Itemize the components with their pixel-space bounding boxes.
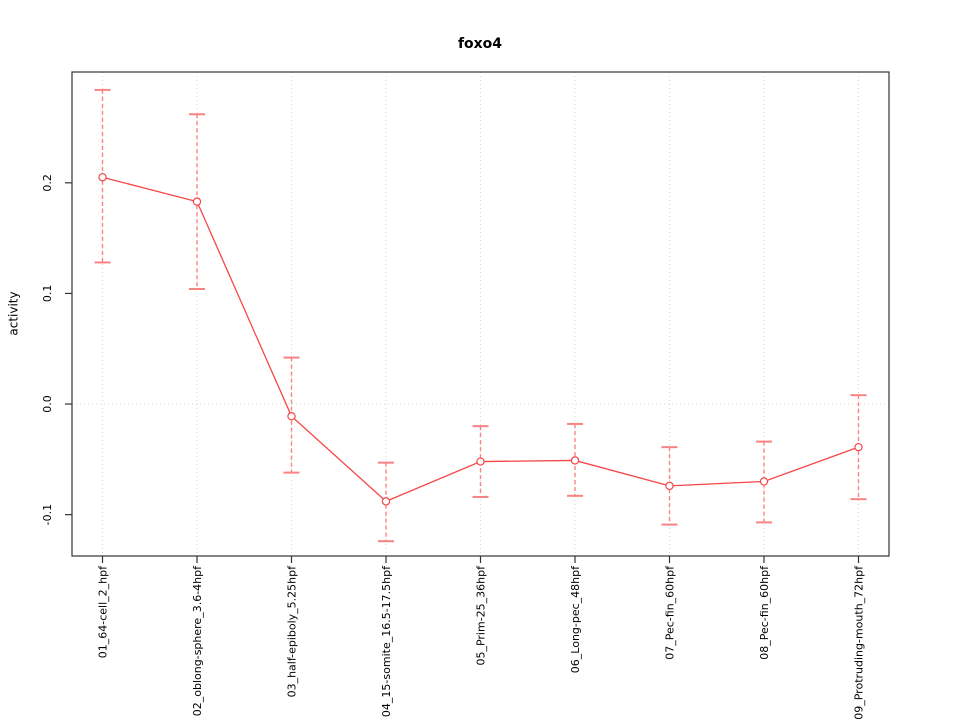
y-tick-label: 0.2 bbox=[41, 174, 54, 192]
data-point bbox=[381, 497, 391, 506]
data-point bbox=[287, 411, 296, 421]
x-category-label: 09_Protruding-mouth_72hpf bbox=[852, 565, 865, 720]
data-point bbox=[98, 173, 107, 182]
data-point bbox=[665, 481, 674, 491]
x-category-label: 04_15-somite_16.5-17.5hpf bbox=[380, 565, 393, 717]
chart-title: foxo4 bbox=[457, 36, 503, 52]
x-category-label: 05_Prim-25_36hpf bbox=[474, 565, 487, 666]
x-category-label: 03_half-epiboly_5.25hpf bbox=[285, 565, 298, 698]
x-category-label: 06_Long-pec_48hpf bbox=[569, 565, 582, 673]
x-category-label: 01_64-cell_2_hpf bbox=[96, 565, 109, 658]
x-category-label: 02_oblong-sphere_3.6-4hpf bbox=[191, 565, 204, 716]
y-tick-label: 0.1 bbox=[41, 285, 54, 303]
data-point bbox=[759, 477, 769, 486]
y-tick-label: -0.1 bbox=[41, 504, 54, 525]
x-category-label: 07_Pec-fin_60hpf bbox=[663, 565, 676, 660]
data-point bbox=[570, 456, 580, 465]
data-point bbox=[192, 197, 202, 206]
y-tick-label: 0.0 bbox=[41, 395, 54, 413]
data-point bbox=[476, 457, 485, 466]
data-point bbox=[854, 442, 863, 452]
x-category-label: 08_Pec-fin_60hpf bbox=[758, 565, 771, 660]
